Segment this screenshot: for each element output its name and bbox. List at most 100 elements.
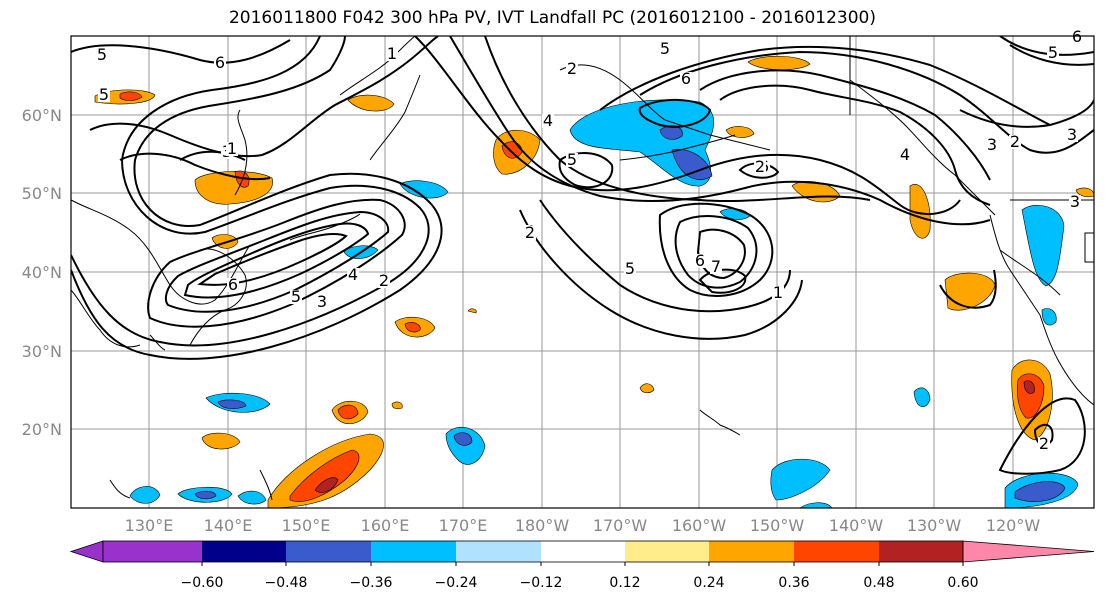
colorbar-tick-label: −0.48	[265, 575, 308, 591]
lat-label: 40°N	[22, 263, 62, 282]
contour-label: 6	[695, 251, 705, 270]
colorbar-segment	[709, 541, 794, 562]
contour-label: 2	[567, 59, 577, 78]
colorbar-segment	[286, 541, 371, 562]
lat-label: 30°N	[22, 342, 62, 361]
contour-label-bg	[566, 153, 578, 167]
colorbar-tick-label: 0.12	[609, 575, 640, 591]
colorbar-tick-label: −0.12	[520, 575, 563, 591]
contour-label: 2	[525, 223, 535, 242]
colorbar-tick-label: 0.48	[863, 575, 894, 591]
contour-label-bg	[659, 42, 671, 56]
contour-label-bg	[1066, 128, 1078, 142]
contour-label-bg	[566, 62, 578, 76]
lon-label: 160°W	[672, 516, 727, 535]
contour-label-bg	[226, 142, 238, 156]
contour-label-bg	[290, 290, 302, 304]
plot-frame	[70, 35, 1095, 509]
contour-label: 4	[348, 265, 358, 284]
lon-label: 140°E	[204, 516, 253, 535]
contour-label: 3	[987, 135, 997, 154]
contour-label-bg	[680, 72, 692, 86]
contour-label-bg	[98, 88, 110, 102]
contour-label-bg	[1047, 46, 1059, 60]
lon-label: 170°E	[439, 516, 488, 535]
contour-label: 1	[227, 139, 237, 158]
lon-label: 130°W	[907, 516, 962, 535]
contour-label: 3	[1070, 192, 1080, 211]
contour-label: 3	[317, 292, 327, 311]
contour-label: 5	[567, 150, 577, 169]
contour-label-bg	[378, 274, 390, 288]
contour-label: 2	[755, 157, 765, 176]
contour-label: 5	[291, 287, 301, 306]
lon-label: 150°W	[750, 516, 805, 535]
contour-label: 5	[99, 85, 109, 104]
lat-label: 20°N	[22, 420, 62, 439]
colorbar-segment	[879, 541, 963, 562]
lat-label: 60°N	[22, 106, 62, 125]
contour-label-bg	[524, 226, 536, 240]
contour-label: 5	[97, 45, 107, 64]
colorbar-segment	[456, 541, 541, 562]
colorbar-segment	[202, 541, 286, 562]
contour-label: 4	[900, 145, 910, 164]
contour-label-bg	[694, 254, 706, 268]
contour-label: 1	[773, 283, 783, 302]
colorbar-extend-low	[69, 540, 104, 563]
contour-label-bg	[1069, 195, 1081, 209]
colorbar-tick-label: −0.60	[181, 575, 224, 591]
lon-label: 150°E	[282, 516, 331, 535]
contour-label-bg	[772, 286, 784, 300]
lon-label: 120°W	[986, 516, 1041, 535]
colorbar-tick-label: −0.36	[350, 575, 393, 591]
contour-label: 5	[660, 39, 670, 58]
contour-label-bg	[754, 160, 766, 174]
contour-label: 2	[1039, 434, 1049, 453]
contour-label-bg	[710, 260, 722, 274]
contour-label-bg	[316, 295, 328, 309]
contour-label: 2	[379, 271, 389, 290]
contour-label-bg	[386, 47, 398, 61]
lon-label: 180°W	[515, 516, 570, 535]
colorbar-segment	[625, 541, 709, 562]
contour-label: 5	[1048, 43, 1058, 62]
contour-label: 2	[1010, 132, 1020, 151]
colorbar-segment	[794, 541, 879, 562]
colorbar-tick-label: −0.24	[435, 575, 478, 591]
colorbar-segment	[103, 541, 202, 562]
contour-label-bg	[1071, 30, 1083, 44]
graticule	[71, 36, 1094, 508]
lon-label: 160°E	[361, 516, 410, 535]
contour-label-bg	[214, 56, 226, 70]
contour-label-bg	[227, 278, 239, 292]
map-title: 2016011800 F042 300 hPa PV, IVT Landfall…	[228, 8, 876, 28]
lon-label: 130°E	[125, 516, 174, 535]
contour-label-bg	[347, 268, 359, 282]
contour-label-bg	[1038, 437, 1050, 451]
contour-label-bg	[542, 114, 554, 128]
contour-label: 7	[711, 257, 721, 276]
lat-label: 50°N	[22, 184, 62, 203]
colorbar-extend-high	[962, 540, 1095, 563]
colorbar-segment	[541, 541, 625, 562]
contour-label: 5	[625, 259, 635, 278]
colorbar: −0.60 −0.48 −0.36 −0.24 −0.12 0.12 0.24 0.36 0.4…	[69, 540, 1095, 591]
latitude-labels: 60°N 50°N 40°N 30°N 20°N	[22, 106, 62, 439]
contour-label: 4	[543, 111, 553, 130]
contour-label: 6	[681, 69, 691, 88]
contour-label-bg	[899, 148, 911, 162]
colorbar-tick-label: 0.36	[778, 575, 809, 591]
contour-label: 1	[387, 44, 397, 63]
contour-label: 3	[1067, 125, 1077, 144]
colorbar-segment	[371, 541, 456, 562]
contour-label: 6	[215, 53, 225, 72]
contour-label-bg	[96, 48, 108, 62]
colorbar-tick-label: 0.60	[947, 575, 978, 591]
contour-label-bg	[986, 138, 998, 152]
contour-label-bg	[624, 262, 636, 276]
contour-label: 6	[228, 275, 238, 294]
contour-label-bg	[1009, 135, 1021, 149]
pv-contours	[71, 36, 1094, 475]
